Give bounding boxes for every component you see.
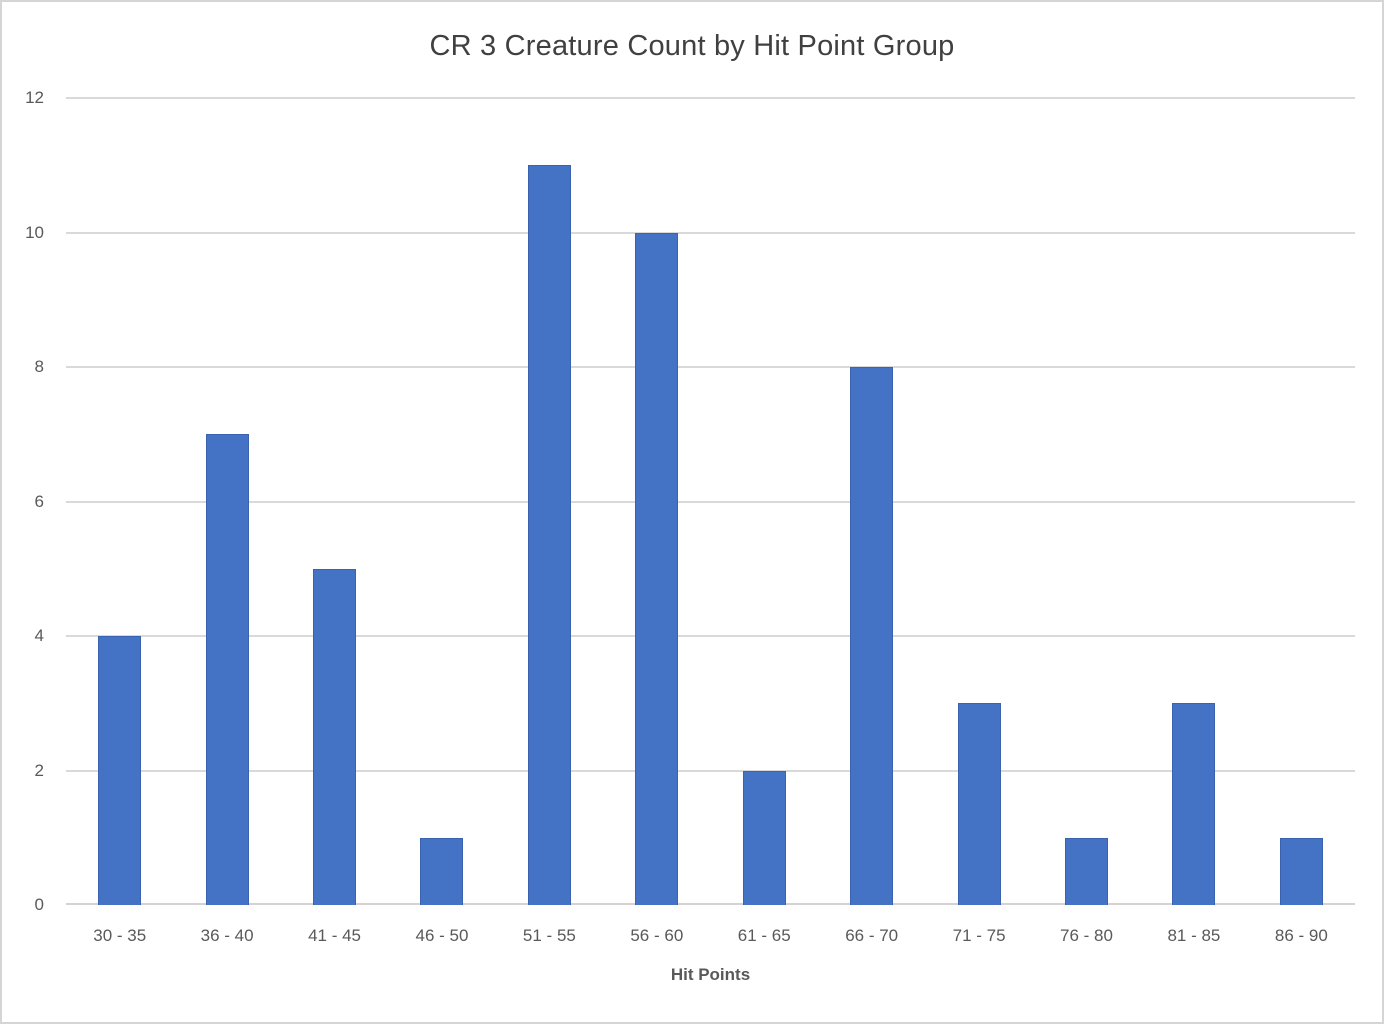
x-tick-label: 86 - 90 (1274, 926, 1328, 945)
category-cell (1140, 98, 1247, 905)
bar (635, 232, 679, 905)
x-tick-label: 51 - 55 (522, 926, 576, 945)
bar (205, 434, 249, 905)
gridline (66, 231, 1355, 234)
gridline (66, 366, 1355, 368)
gridline (66, 769, 1355, 772)
x-tick-label: 36 - 40 (200, 926, 254, 945)
x-tick-label: 66 - 70 (845, 926, 899, 945)
category-cell (711, 98, 818, 905)
gridline (66, 635, 1355, 637)
bar (742, 770, 786, 905)
category-cell (388, 98, 495, 905)
x-tick-label: 76 - 80 (1060, 926, 1113, 945)
gridline (66, 500, 1355, 503)
y-tick-label: 4 (34, 626, 44, 645)
x-tick-label: 81 - 85 (1167, 926, 1221, 945)
category-cell (818, 98, 925, 905)
y-tick-label: 10 (25, 222, 44, 242)
category-cell (603, 98, 710, 905)
x-axis-line (66, 903, 1355, 905)
plot-area (66, 97, 1355, 905)
y-tick-label: 12 (25, 88, 44, 107)
bar (957, 703, 1001, 905)
x-tick-label: 30 - 35 (93, 926, 147, 945)
bar (1065, 837, 1108, 905)
y-axis: 0 2 4 6 8 10 12 (2, 88, 44, 914)
category-cell (496, 98, 603, 905)
bar (1172, 703, 1216, 905)
bar (1279, 837, 1323, 905)
category-cell (1033, 98, 1140, 905)
gridline (66, 97, 1355, 99)
x-tick-label: 46 - 50 (415, 926, 469, 945)
bar (527, 165, 571, 905)
category-cell (281, 98, 388, 905)
x-tick-label: 61 - 65 (737, 926, 791, 945)
y-tick-label: 8 (34, 357, 44, 376)
x-tick-label: 71 - 75 (952, 926, 1006, 945)
category-cell (173, 98, 280, 905)
x-axis-title: Hit Points (670, 965, 751, 984)
bar (420, 837, 464, 905)
category-cell (66, 98, 173, 905)
category-cell (1248, 98, 1355, 905)
bar (98, 636, 142, 905)
y-tick-label: 0 (34, 895, 44, 914)
bar (850, 367, 894, 905)
x-tick-label: 41 - 45 (308, 926, 362, 945)
y-tick-label: 2 (34, 760, 44, 780)
chart-title: CR 3 Creature Count by Hit Point Group (429, 30, 955, 62)
x-tick-label: 56 - 60 (630, 926, 684, 945)
bar (313, 568, 357, 905)
bars-row (66, 98, 1355, 905)
category-cell (925, 98, 1032, 905)
x-axis: 30 - 35 36 - 40 41 - 45 46 - 50 51 - 55 56 - … (66, 926, 1355, 946)
y-tick-label: 6 (34, 491, 44, 511)
